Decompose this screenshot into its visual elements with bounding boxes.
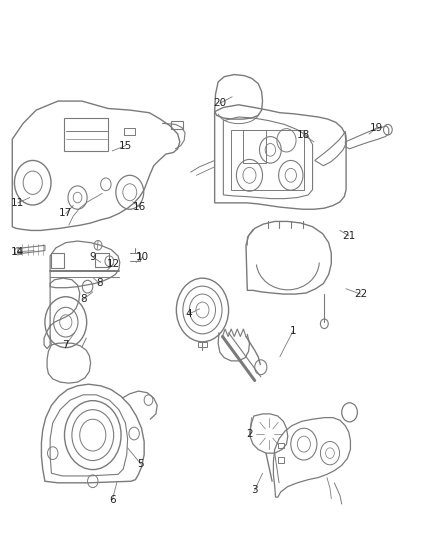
Text: 18: 18	[297, 130, 311, 140]
Text: 5: 5	[138, 459, 144, 469]
Text: 16: 16	[133, 202, 146, 212]
Text: 1: 1	[290, 326, 296, 336]
Text: 4: 4	[185, 309, 192, 319]
Text: 21: 21	[342, 231, 355, 241]
Text: 8: 8	[96, 278, 102, 288]
Text: 11: 11	[11, 198, 25, 208]
Text: 19: 19	[370, 123, 383, 133]
Text: 20: 20	[213, 98, 226, 108]
Text: 12: 12	[107, 259, 120, 269]
Text: 9: 9	[89, 252, 96, 262]
Text: 7: 7	[63, 340, 69, 350]
Text: 14: 14	[11, 247, 25, 257]
Text: 8: 8	[80, 294, 87, 304]
Text: 22: 22	[354, 289, 367, 299]
Text: 2: 2	[246, 429, 253, 439]
Text: 3: 3	[251, 485, 258, 495]
Text: 15: 15	[119, 141, 132, 151]
Text: 10: 10	[136, 252, 149, 262]
Text: 17: 17	[59, 208, 72, 219]
Text: 6: 6	[109, 495, 116, 505]
